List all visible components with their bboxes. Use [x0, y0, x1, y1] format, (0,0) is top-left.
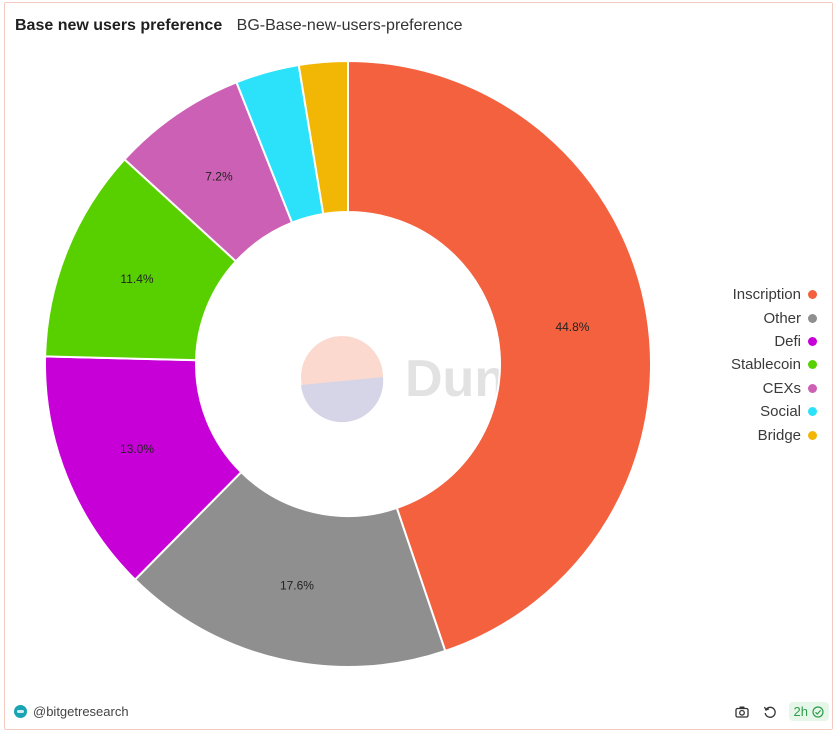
legend-swatch	[808, 313, 817, 323]
refresh-age-text: 2h	[793, 704, 808, 719]
chart-title: Base new users preference	[15, 17, 223, 34]
legend-label: Other	[763, 309, 801, 327]
camera-icon[interactable]	[733, 703, 751, 721]
legend-label: Stablecoin	[730, 356, 801, 374]
legend-label: Bridge	[757, 426, 801, 444]
legend-swatch	[808, 383, 817, 393]
slice-label-inscription: 44.8%	[555, 320, 589, 334]
legend-label: Inscription	[732, 286, 801, 304]
legend-swatch	[808, 407, 817, 417]
legend-item-other[interactable]: Other	[731, 306, 817, 329]
legend-swatch	[808, 430, 817, 440]
legend-label: Defi	[774, 332, 801, 350]
chart-subtitle: BG-Base-new-users-preference	[236, 17, 463, 34]
legend-item-social[interactable]: Social	[731, 400, 817, 423]
legend-label: Social	[760, 403, 801, 421]
slice-label-stablecoin: 11.4%	[120, 272, 153, 286]
author-avatar	[14, 705, 27, 718]
check-circle-icon	[812, 705, 824, 718]
legend-swatch	[808, 336, 817, 346]
author-name: @bitgetresearch	[33, 704, 129, 719]
legend-item-defi[interactable]: Defi	[731, 330, 817, 353]
refresh-icon[interactable]	[761, 703, 779, 721]
pie-slice-defi[interactable]	[44, 355, 243, 582]
chart-header: Base new users preference BG-Base-new-us…	[15, 17, 463, 35]
slice-label-cexs: 7.2%	[205, 170, 233, 184]
legend-swatch	[808, 290, 817, 300]
slice-label-defi: 13.0%	[120, 442, 154, 456]
chart-legend: Inscription Other Defi Stablecoin CEXs Social…	[731, 283, 817, 447]
legend-item-cexs[interactable]: CEXs	[731, 377, 817, 400]
watermark-logo-bottom	[301, 377, 384, 423]
slice-label-other: 17.6%	[280, 579, 314, 593]
legend-item-stablecoin[interactable]: Stablecoin	[731, 353, 817, 376]
pie-slice-inscription[interactable]	[347, 59, 652, 653]
legend-item-bridge[interactable]: Bridge	[731, 423, 817, 446]
pie-slice-bridge[interactable]	[297, 59, 349, 216]
footer-actions: 2h	[733, 702, 829, 721]
legend-item-inscription[interactable]: Inscription	[731, 283, 817, 306]
legend-swatch	[808, 360, 817, 370]
author-credit[interactable]: @bitgetresearch	[14, 704, 129, 719]
pie-slice-other[interactable]	[133, 470, 447, 668]
legend-label: CEXs	[762, 379, 801, 397]
refresh-age-badge[interactable]: 2h	[788, 702, 829, 721]
